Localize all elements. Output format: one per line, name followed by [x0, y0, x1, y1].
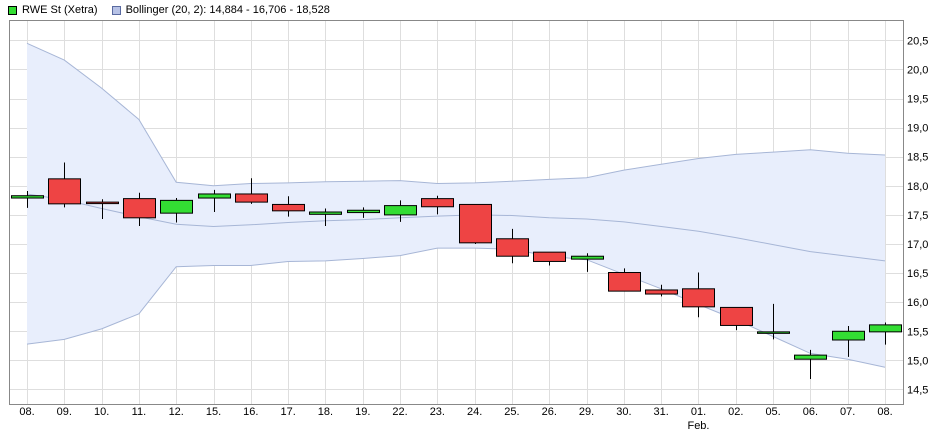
candle-body [757, 331, 790, 334]
plot-border [9, 20, 904, 405]
candle-body [11, 195, 44, 199]
candle-body [832, 330, 865, 341]
x-tick-label: 22. [392, 406, 407, 418]
x-tick-label: 17. [280, 406, 295, 418]
candle-body [235, 193, 268, 203]
x-tick-label: 09. [57, 406, 72, 418]
candle-body [496, 238, 529, 257]
candle-body [533, 251, 566, 262]
candle-body [869, 324, 902, 333]
legend-swatch-price [8, 5, 17, 15]
y-tick-label: 17,5 [907, 210, 928, 222]
candle-body [682, 288, 715, 308]
x-tick-label: 05. [765, 406, 780, 418]
x-tick-label: 19. [355, 406, 370, 418]
x-tick-label: 07. [840, 406, 855, 418]
x-tick-label: 31. [654, 406, 669, 418]
candle-body [794, 354, 827, 360]
x-tick-label: 10. [94, 406, 109, 418]
candle-body [48, 178, 81, 205]
x-tick-label: 15. [206, 406, 221, 418]
x-tick-label: 06. [803, 406, 818, 418]
candle-body [272, 203, 305, 212]
candle-body [571, 255, 604, 260]
candle-body [347, 209, 380, 214]
y-tick-label: 15,0 [907, 355, 928, 367]
candle-body [309, 211, 342, 215]
legend-swatch-bollinger [111, 5, 121, 15]
x-month-label: Feb. [687, 420, 709, 432]
legend-label-bollinger: Bollinger (20, 2): 14,884 - 16,706 - 18,… [125, 4, 330, 16]
candle-body [720, 306, 753, 326]
candle-body [86, 201, 119, 205]
x-tick-label: 01. [691, 406, 706, 418]
bollinger-band-fill [27, 43, 885, 368]
x-tick-label: 25. [504, 406, 519, 418]
bollinger-upper-line [26, 42, 886, 187]
candle-body [198, 193, 231, 199]
y-tick-label: 18,5 [907, 152, 928, 164]
x-tick-label: 08. [877, 406, 892, 418]
x-tick-label: 18. [318, 406, 333, 418]
legend-label-price: RWE St (Xetra) [22, 4, 98, 16]
x-tick-label: 11. [132, 406, 146, 418]
x-tick-label: 30. [616, 406, 631, 418]
y-tick-label: 14,5 [907, 384, 928, 396]
x-tick-label: 23. [430, 406, 445, 418]
candle-body [645, 289, 678, 295]
candle-body [608, 272, 641, 292]
x-tick-label: 02. [728, 406, 743, 418]
candle-body [459, 203, 492, 244]
y-tick-label: 19,5 [907, 94, 928, 106]
y-tick-label: 17,0 [907, 239, 928, 251]
y-tick-label: 16,5 [907, 268, 928, 280]
y-tick-label: 16,0 [907, 297, 928, 309]
x-tick-label: 26. [542, 406, 557, 418]
candle-body [384, 205, 417, 216]
candle-body [160, 199, 193, 214]
x-tick-label: 08. [19, 406, 34, 418]
candle-body [123, 198, 156, 219]
x-tick-label: 29. [579, 406, 594, 418]
x-tick-label: 12. [169, 406, 184, 418]
y-tick-label: 20,5 [907, 35, 928, 47]
candle-body [421, 198, 454, 208]
legend-item-price: RWE St (Xetra) [8, 4, 98, 16]
x-tick-label: 16. [243, 406, 258, 418]
y-tick-label: 15,5 [907, 326, 928, 338]
legend-item-bollinger: Bollinger (20, 2): 14,884 - 16,706 - 18,… [111, 4, 330, 16]
y-tick-label: 18,0 [907, 181, 928, 193]
legend: RWE St (Xetra) Bollinger (20, 2): 14,884… [8, 3, 344, 17]
y-tick-label: 20,0 [907, 64, 928, 76]
bollinger-middle-line [26, 193, 886, 262]
y-tick-label: 19,0 [907, 123, 928, 135]
x-tick-label: 24. [467, 406, 482, 418]
